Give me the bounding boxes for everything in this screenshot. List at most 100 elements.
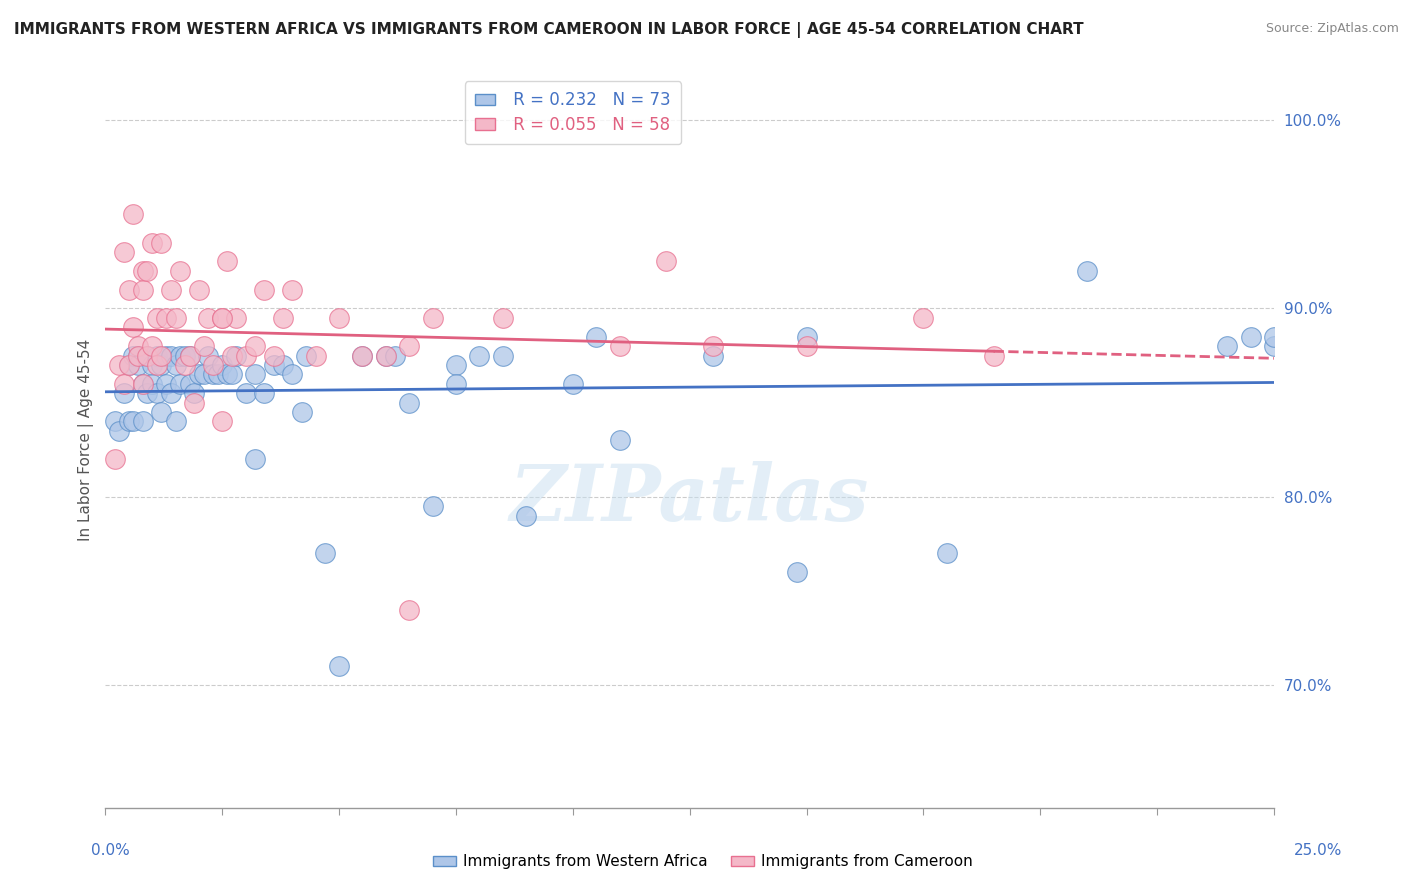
Point (122, 207, 145, 221)
Point (281, 368, 304, 382)
Point (141, 235, 163, 250)
Point (146, 349, 169, 363)
Point (374, 349, 396, 363)
Point (281, 283, 304, 297)
Point (1076, 264, 1098, 278)
Point (141, 358, 163, 372)
Point (173, 349, 195, 363)
Point (225, 349, 247, 363)
Point (263, 349, 285, 363)
Point (127, 339, 149, 353)
Point (609, 339, 631, 353)
Point (328, 659, 350, 673)
Point (796, 339, 818, 353)
Point (422, 500, 444, 514)
Point (235, 349, 257, 363)
Point (215, 254, 238, 268)
Point (796, 329, 818, 343)
Point (104, 452, 127, 467)
Point (132, 376, 155, 391)
Point (127, 349, 149, 363)
Point (179, 349, 201, 363)
Point (132, 283, 155, 297)
Point (243, 452, 266, 467)
Point (444, 358, 467, 372)
Point (207, 368, 229, 382)
Point (155, 376, 177, 391)
Text: IMMIGRANTS FROM WESTERN AFRICA VS IMMIGRANTS FROM CAMEROON IN LABOR FORCE | AGE : IMMIGRANTS FROM WESTERN AFRICA VS IMMIGR… (14, 22, 1084, 38)
Point (201, 358, 224, 372)
Point (492, 310, 515, 325)
Point (1263, 339, 1285, 353)
Point (150, 358, 173, 372)
Point (159, 349, 181, 363)
Point (108, 424, 131, 438)
Point (118, 358, 141, 372)
Point (159, 283, 181, 297)
Point (122, 349, 145, 363)
Text: 25.0%: 25.0% (1295, 843, 1343, 858)
Point (655, 254, 678, 268)
Point (165, 310, 187, 325)
Point (398, 603, 420, 617)
Point (108, 358, 131, 372)
Point (314, 546, 336, 560)
Point (193, 368, 215, 382)
Point (609, 434, 631, 448)
Point (183, 395, 205, 409)
Point (1240, 329, 1263, 343)
Point (221, 368, 243, 382)
Point (159, 386, 181, 401)
Point (291, 405, 314, 419)
Point (515, 508, 537, 523)
Point (352, 349, 374, 363)
Point (243, 339, 266, 353)
Point (295, 349, 318, 363)
Point (169, 264, 191, 278)
Point (492, 349, 515, 363)
Point (150, 349, 173, 363)
Point (422, 310, 444, 325)
Legend:  R = 0.232   N = 73,  R = 0.055   N = 58: R = 0.232 N = 73, R = 0.055 N = 58 (465, 81, 681, 144)
Point (305, 349, 328, 363)
Point (150, 405, 173, 419)
Point (118, 358, 141, 372)
Point (173, 358, 195, 372)
Point (221, 349, 243, 363)
Point (136, 349, 159, 363)
Point (702, 349, 724, 363)
Point (211, 310, 233, 325)
Point (1216, 339, 1239, 353)
Point (384, 349, 406, 363)
Point (912, 310, 935, 325)
Point (112, 244, 135, 259)
Point (271, 358, 294, 372)
Point (141, 339, 163, 353)
Point (271, 310, 294, 325)
Text: 0.0%: 0.0% (91, 843, 131, 858)
Point (253, 386, 276, 401)
Point (150, 235, 173, 250)
Point (585, 329, 607, 343)
Point (468, 349, 491, 363)
Point (127, 349, 149, 363)
Point (136, 386, 159, 401)
Point (122, 320, 145, 334)
Point (132, 264, 155, 278)
Point (444, 376, 467, 391)
Point (179, 376, 201, 391)
Point (165, 414, 187, 428)
Point (136, 349, 159, 363)
Point (253, 283, 276, 297)
Point (169, 376, 191, 391)
Text: ZIPatlas: ZIPatlas (510, 461, 869, 537)
Point (398, 339, 420, 353)
Point (197, 349, 219, 363)
Point (179, 349, 201, 363)
Point (183, 386, 205, 401)
Point (104, 414, 127, 428)
Point (132, 376, 155, 391)
Point (263, 358, 285, 372)
Point (398, 395, 420, 409)
Text: Source: ZipAtlas.com: Source: ZipAtlas.com (1265, 22, 1399, 36)
